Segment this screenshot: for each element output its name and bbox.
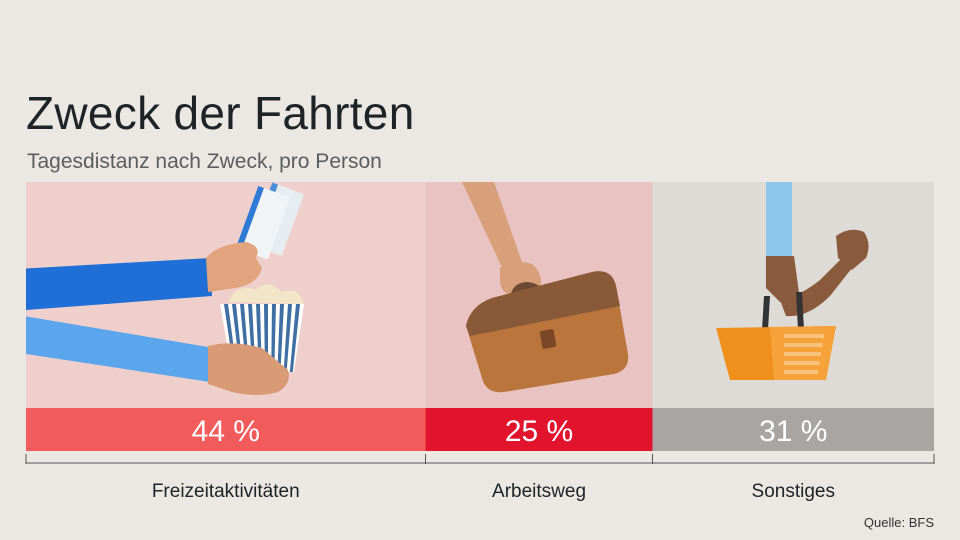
- category-label: Sonstiges: [752, 481, 835, 502]
- value-bar: [652, 408, 934, 451]
- value-label: 31 %: [759, 415, 827, 448]
- source-note: Quelle: BFS: [863, 515, 934, 530]
- value-label: 25 %: [505, 415, 573, 448]
- tickets-icon: [235, 182, 304, 260]
- value-bar: [26, 408, 426, 451]
- chart-title: Zweck der Fahrten: [26, 87, 415, 139]
- value-bar: [425, 408, 653, 451]
- value-label: 44 %: [192, 415, 260, 448]
- hand-shopping-basket-icon: [716, 182, 869, 380]
- hand-briefcase-icon: [462, 182, 629, 393]
- category-label: Arbeitsweg: [492, 481, 586, 502]
- hands-tickets-popcorn-icon: [26, 182, 304, 395]
- chart-subtitle: Tagesdistanz nach Zweck, pro Person: [27, 150, 382, 173]
- category-label: Freizeitaktivitäten: [152, 481, 300, 502]
